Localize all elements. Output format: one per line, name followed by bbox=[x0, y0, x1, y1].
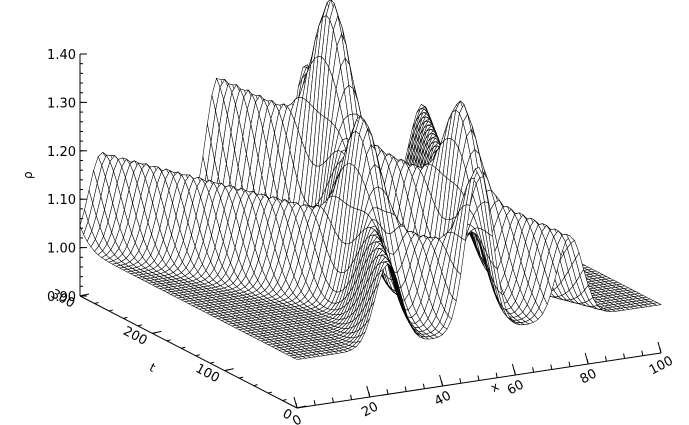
x-ticks: 0 20 40 60 80 100 bbox=[290, 341, 676, 425]
x-minor-tick bbox=[459, 378, 462, 384]
y-minor-tick bbox=[210, 361, 215, 364]
x-tick-label: 40 bbox=[432, 388, 454, 409]
y-minor-tick bbox=[181, 346, 186, 349]
y-minor-tick bbox=[108, 309, 114, 312]
y-minor-tick bbox=[253, 384, 258, 387]
z-tick-label: 1.20 bbox=[47, 145, 76, 160]
y-minor-tick bbox=[282, 399, 287, 402]
x-minor-tick bbox=[532, 367, 535, 373]
y-minor-tick bbox=[166, 339, 171, 342]
x-tick bbox=[366, 385, 371, 398]
x-tick bbox=[511, 363, 516, 376]
z-tick-label: 1.00 bbox=[47, 242, 76, 257]
x-tick-label: 80 bbox=[578, 366, 600, 387]
y-minor-tick bbox=[239, 376, 244, 379]
z-axis-title: ρ bbox=[21, 171, 35, 179]
x-tick bbox=[584, 352, 589, 365]
z-tick-label: 1.30 bbox=[47, 96, 76, 111]
x-minor-tick bbox=[386, 389, 389, 395]
z-tick-label: 1.40 bbox=[47, 48, 76, 63]
y-minor-tick bbox=[94, 301, 99, 304]
x-tick-label: 20 bbox=[359, 399, 381, 420]
x-minor-tick bbox=[404, 386, 407, 392]
y-tick-label: 200 bbox=[121, 324, 150, 349]
x-tick-label: 0 bbox=[290, 412, 304, 425]
x-tick-label: 60 bbox=[505, 377, 527, 398]
z-tick-label: 1.10 bbox=[47, 193, 76, 208]
z-ticks: 0.901.001.101.201.301.40 bbox=[47, 48, 87, 305]
x-minor-tick bbox=[477, 375, 480, 381]
surface-mesh bbox=[79, 0, 662, 360]
x-minor-tick bbox=[623, 353, 626, 359]
y-minor-tick bbox=[137, 324, 142, 327]
x-axis-title: x bbox=[488, 379, 501, 395]
y-minor-tick bbox=[123, 316, 128, 319]
y-tick bbox=[152, 330, 162, 334]
x-minor-tick bbox=[350, 394, 353, 400]
y-minor-tick bbox=[267, 391, 273, 394]
y-tick bbox=[224, 368, 234, 372]
x-tick-label: 100 bbox=[647, 353, 676, 378]
x-minor-tick bbox=[422, 383, 425, 389]
t-axis-title: t bbox=[147, 360, 158, 375]
x-minor-tick bbox=[313, 400, 316, 406]
x-minor-tick bbox=[331, 397, 334, 403]
y-minor-tick bbox=[195, 354, 200, 357]
x-minor-tick bbox=[641, 350, 644, 356]
x-minor-tick bbox=[604, 356, 607, 362]
y-tick-label: 100 bbox=[193, 361, 222, 386]
x-minor-tick bbox=[568, 361, 571, 367]
x-tick bbox=[657, 341, 662, 354]
x-minor-tick bbox=[495, 372, 498, 378]
x-minor-tick bbox=[550, 364, 553, 370]
x-tick bbox=[439, 374, 444, 387]
